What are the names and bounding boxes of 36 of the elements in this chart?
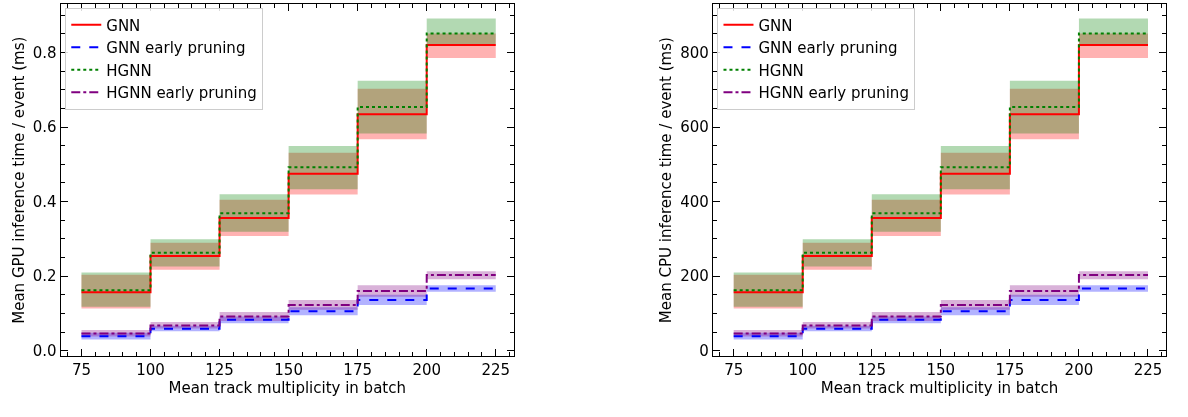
x-tick-label: 125 [205,361,234,380]
legend-label: HGNN [106,61,152,80]
y-tick-label: 200 [680,267,709,286]
x-tick-label: 150 [274,361,303,380]
y-tick-label: 0.2 [32,267,57,286]
y-tick-label: 0.4 [32,192,57,211]
legend-label: GNN early pruning [106,39,246,58]
y-tick-label: 0 [699,342,709,361]
x-tick-label: 150 [926,361,956,380]
x-tick-label: 100 [788,361,818,380]
y-tick-label: 0.8 [32,43,57,62]
x-tick-label: 175 [995,361,1025,380]
x-axis-title: Mean track multiplicity in batch [820,379,1059,398]
legend-label: GNN [106,16,141,35]
y-tick-label: 800 [680,43,709,62]
x-tick-label: 75 [724,361,744,380]
x-tick-label: 125 [857,361,887,380]
y-tick-label: 0.0 [32,342,57,361]
x-tick-label: 100 [136,361,165,380]
legend-label: HGNN [758,61,804,80]
x-tick-label: 75 [71,361,92,380]
legend-label: HGNN early pruning [106,84,257,103]
x-tick-label: 225 [1133,361,1163,380]
y-tick-label: 400 [680,192,709,211]
x-tick-label: 175 [343,361,372,380]
legend-label: GNN [758,16,793,35]
legend-label: GNN early pruning [758,39,898,58]
x-axis-title: Mean track multiplicity in batch [168,379,406,398]
x-tick-label: 225 [481,361,511,380]
y-axis-title: Mean CPU inference time / event (ms) [657,37,676,324]
legend-label: HGNN early pruning [758,84,909,103]
y-axis-title: Mean GPU inference time / event (ms) [10,36,29,324]
y-tick-label: 600 [680,118,709,137]
y-tick-label: 0.6 [32,118,57,137]
x-tick-label: 200 [1064,361,1094,380]
x-tick-label: 200 [412,361,442,380]
